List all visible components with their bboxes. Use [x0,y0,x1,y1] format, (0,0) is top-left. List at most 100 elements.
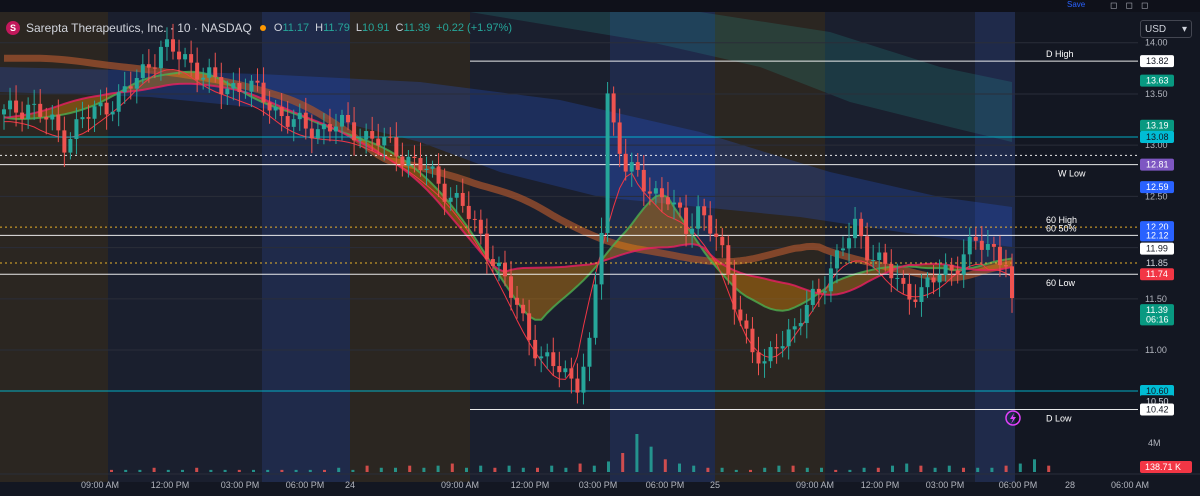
price-scale-tag-text: 12.81 [1146,160,1169,170]
candle-body [635,162,640,170]
candle-body [164,39,169,47]
candle-body [877,252,882,261]
volume-bar [493,467,497,472]
candle-body [14,100,19,113]
candle-body [56,114,61,131]
candle-body [533,339,538,359]
lightning-icon-glyph [1010,413,1016,424]
candle-body [472,218,477,220]
price-scale-tag-text: 11.99 [1146,244,1168,254]
price-scale-tag-text: 13.82 [1146,56,1169,66]
save-button[interactable]: Save [1067,0,1086,9]
candle-body [352,122,357,141]
candle-body [364,131,369,140]
symbol-title[interactable]: Sarepta Therapeutics, Inc. · 10 · NASDAQ [26,21,252,35]
volume-bar [110,469,113,472]
candle-body [128,86,133,89]
candle-body [889,263,894,279]
candle-body [515,297,520,305]
candle-body [647,191,652,194]
candle-body [243,91,248,93]
lightning-icon [1005,410,1021,426]
candle-body [913,299,918,302]
price-scale-tag-text: 12.20 [1146,222,1169,232]
price-scale-tag [1140,268,1174,281]
ohlc-low: L10.91 [355,22,390,34]
time-tick-label: 28 [1065,480,1075,490]
candle-body [267,102,272,111]
volume-bar [578,463,582,472]
volume-bar [337,467,341,472]
volume-scale-tag [1140,461,1192,473]
price-scale-tag [1140,242,1174,255]
price-scale-tag [1140,74,1174,87]
candle-body [358,139,363,141]
candle-body [629,162,634,172]
candle-body [297,112,302,120]
candle-body [237,83,242,93]
candle-body [424,168,429,171]
candle-body [116,92,121,112]
candle-body [810,288,815,305]
candle-body [768,347,773,362]
candle-body [460,192,465,206]
level-label: 60 Low [1046,278,1076,288]
time-tick-label: 03:00 PM [926,480,965,490]
candle-body [44,116,49,120]
session-band-3 [350,12,470,482]
candle-body [152,67,157,69]
candle-body [146,64,151,68]
candle-body [20,112,25,119]
volume-bar [663,459,667,472]
candle-body [171,39,176,52]
candle-body [859,218,864,237]
candle-body [943,264,948,275]
volume-bar [564,467,568,472]
price-tick-label: 11.50 [1145,294,1167,304]
candle-body [303,112,308,129]
candle-body [382,136,387,146]
candle-body [177,51,182,60]
candle-body [955,270,960,275]
volume-bar [891,465,894,472]
candle-body [563,368,568,373]
price-scale-tag-text: 11.74 [1146,269,1168,279]
volume-bar [1018,463,1022,472]
price-scale-tag [1140,385,1174,398]
volume-bar [323,469,326,472]
currency-select[interactable]: USD ▾ [1140,20,1192,38]
time-tick-label: 03:00 PM [579,480,618,490]
volume-tick-label: 4M [1148,438,1161,448]
candle-body [690,228,695,234]
candle-body [249,80,254,92]
volume-bar [394,467,397,472]
volume-bar [450,463,454,472]
candle-body [98,102,103,107]
price-scale-tag-text: 11.85 [1146,258,1168,268]
settings-icon[interactable]: ◻ [1125,0,1141,10]
level-label: 60 50% [1046,223,1077,233]
candle-body [213,67,218,78]
candle-body [92,106,97,119]
volume-bar [607,461,610,472]
candle-body [140,64,145,79]
candle-body [400,156,405,166]
candle-body [840,248,845,251]
volume-bar [763,467,767,472]
volume-bar [621,453,625,472]
volume-bar [678,463,681,472]
volume-bar [166,469,170,472]
camera-icon[interactable]: ◻ [1110,0,1126,10]
candle-body [327,124,332,132]
volume-bar [379,467,383,472]
volume-bar [138,469,142,472]
volume-bar [777,465,781,472]
candle-body [8,100,13,110]
candle-body [665,197,670,205]
fullscreen-icon[interactable]: ◻ [1140,0,1157,10]
candle-body [979,240,984,250]
candle-body [744,320,749,329]
currency-value: USD [1145,23,1167,35]
candle-body [104,102,109,115]
